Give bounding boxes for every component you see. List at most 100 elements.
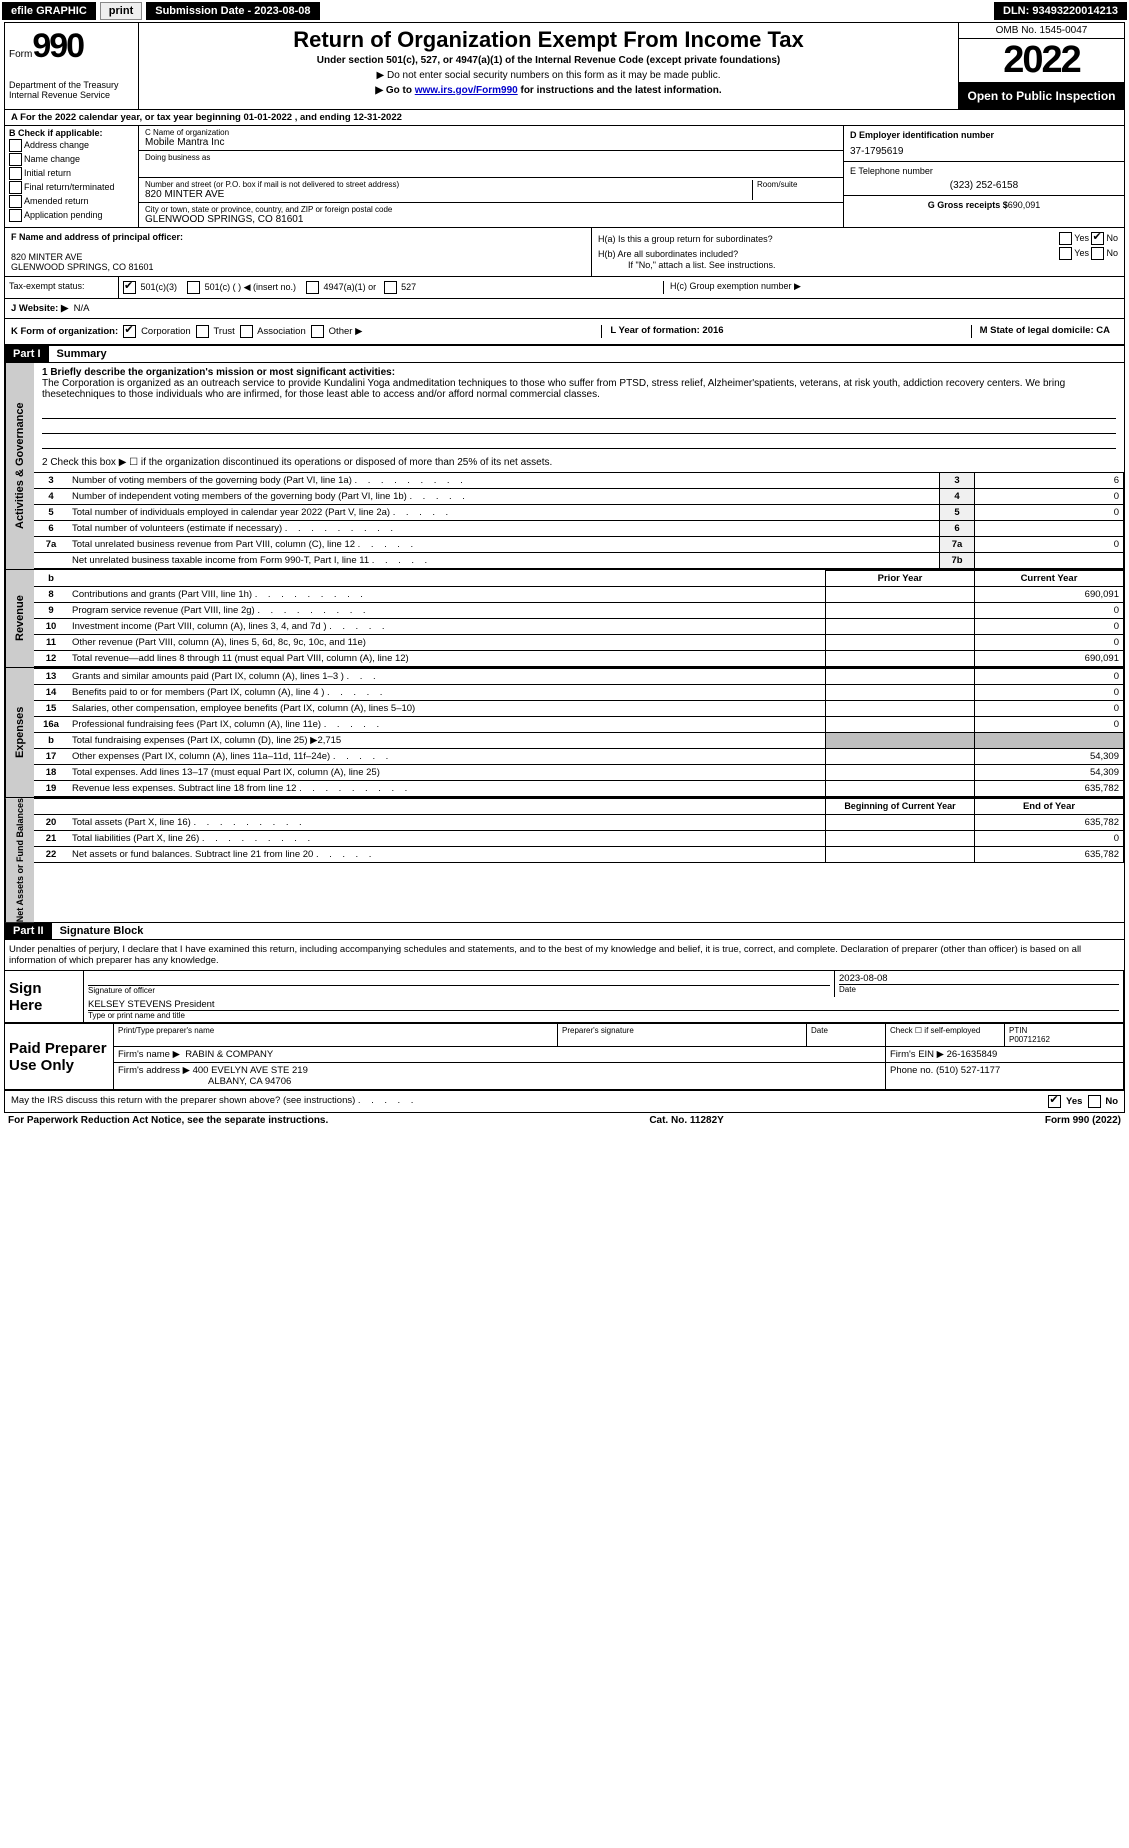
open-public-badge: Open to Public Inspection bbox=[959, 83, 1124, 109]
discuss-yesno: Yes No bbox=[1048, 1095, 1118, 1108]
governance-table: 3Number of voting members of the governi… bbox=[34, 472, 1124, 569]
sig-date-label: Date bbox=[839, 984, 1119, 994]
gross-receipts-value: 690,091 bbox=[1008, 200, 1041, 210]
ein-box: D Employer identification number 37-1795… bbox=[844, 126, 1124, 162]
revenue-section: Revenue bPrior YearCurrent Year 8Contrib… bbox=[5, 569, 1124, 667]
table-row: 10Investment income (Part VIII, column (… bbox=[34, 619, 1124, 635]
form-note-ssn: ▶ Do not enter social security numbers o… bbox=[143, 70, 954, 81]
form-number: 990 bbox=[32, 27, 83, 66]
table-row: 18Total expenses. Add lines 13–17 (must … bbox=[34, 765, 1124, 781]
ein-value: 37-1795619 bbox=[850, 146, 1118, 157]
officer-name-title: KELSEY STEVENS President bbox=[88, 999, 1119, 1010]
expenses-table: 13Grants and similar amounts paid (Part … bbox=[34, 668, 1124, 797]
section-fh: F Name and address of principal officer:… bbox=[5, 228, 1124, 277]
check-other[interactable] bbox=[311, 325, 324, 338]
j-label: J Website: ▶ bbox=[11, 303, 68, 314]
vlabel-governance: Activities & Governance bbox=[5, 363, 34, 569]
b-label: B Check if applicable: bbox=[9, 128, 134, 138]
firm-addr-row: Firm's address ▶ 400 EVELYN AVE STE 219 … bbox=[114, 1063, 886, 1090]
mission-block: 1 Briefly describe the organization's mi… bbox=[34, 363, 1124, 404]
top-toolbar: efile GRAPHIC print Submission Date - 20… bbox=[0, 0, 1129, 22]
tax-status-options: 501(c)(3) 501(c) ( ) ◀ (insert no.) 4947… bbox=[119, 277, 1124, 298]
check-application-pending[interactable]: Application pending bbox=[9, 209, 134, 222]
check-address-change[interactable]: Address change bbox=[9, 139, 134, 152]
netassets-table: Beginning of Current YearEnd of Year 20T… bbox=[34, 798, 1124, 863]
part2-title: Signature Block bbox=[52, 925, 144, 937]
check-527[interactable] bbox=[384, 281, 397, 294]
hb-note: If "No," attach a list. See instructions… bbox=[598, 260, 1118, 270]
check-501c3[interactable] bbox=[123, 281, 136, 294]
print-button[interactable]: print bbox=[100, 2, 142, 20]
g-label: G Gross receipts $ bbox=[928, 200, 1008, 210]
firm-name-row: Firm's name ▶ RABIN & COMPANY bbox=[114, 1047, 886, 1063]
tax-year: 2022 bbox=[959, 39, 1124, 83]
check-column-b: B Check if applicable: Address change Na… bbox=[5, 126, 139, 227]
table-row: 17Other expenses (Part IX, column (A), l… bbox=[34, 749, 1124, 765]
sig-officer-label: Signature of officer bbox=[88, 985, 830, 995]
check-amended-return[interactable]: Amended return bbox=[9, 195, 134, 208]
room-label: Room/suite bbox=[757, 180, 837, 189]
table-row: Net unrelated business taxable income fr… bbox=[34, 553, 1124, 569]
discuss-row: May the IRS discuss this return with the… bbox=[5, 1090, 1124, 1112]
footer-right: Form 990 (2022) bbox=[1045, 1115, 1121, 1126]
prep-date-header: Date bbox=[807, 1024, 886, 1047]
table-row: 12Total revenue—add lines 8 through 11 (… bbox=[34, 651, 1124, 667]
note-pre: ▶ Go to bbox=[375, 85, 414, 96]
form-container: Form 990 Department of the Treasury Inte… bbox=[4, 22, 1125, 1113]
city-box: City or town, state or province, country… bbox=[139, 203, 843, 227]
prep-ptin-header: PTINP00712162 bbox=[1005, 1024, 1124, 1047]
prep-sig-header: Preparer's signature bbox=[558, 1024, 807, 1047]
note-post: for instructions and the latest informat… bbox=[518, 85, 722, 96]
part2-header: Part II bbox=[5, 923, 52, 939]
vlabel-revenue: Revenue bbox=[5, 570, 34, 667]
table-row: 6Total number of volunteers (estimate if… bbox=[34, 521, 1124, 537]
c-label: C Name of organization bbox=[145, 128, 837, 137]
table-row: 11Other revenue (Part VIII, column (A), … bbox=[34, 635, 1124, 651]
blank-line-2 bbox=[42, 419, 1116, 434]
hc-label: H(c) Group exemption number ▶ bbox=[663, 281, 1120, 294]
q2-line: 2 Check this box ▶ ☐ if the organization… bbox=[34, 449, 1124, 472]
check-initial-return[interactable]: Initial return bbox=[9, 167, 134, 180]
part1-title: Summary bbox=[49, 348, 107, 360]
mid-column: C Name of organization Mobile Mantra Inc… bbox=[139, 126, 843, 227]
form-subtitle: Under section 501(c), 527, or 4947(a)(1)… bbox=[143, 55, 954, 66]
vlabel-expenses: Expenses bbox=[5, 668, 34, 797]
irs-label: Internal Revenue Service bbox=[9, 90, 134, 100]
table-row: 15Salaries, other compensation, employee… bbox=[34, 701, 1124, 717]
discuss-text: May the IRS discuss this return with the… bbox=[11, 1095, 355, 1106]
table-row: bTotal fundraising expenses (Part IX, co… bbox=[34, 733, 1124, 749]
firm-ein-row: Firm's EIN ▶ 26-1635849 bbox=[886, 1047, 1124, 1063]
irs-link[interactable]: www.irs.gov/Form990 bbox=[415, 85, 518, 96]
street-label: Number and street (or P.O. box if mail i… bbox=[145, 180, 752, 189]
m-state-domicile: M State of legal domicile: CA bbox=[971, 325, 1118, 338]
page-footer: For Paperwork Reduction Act Notice, see … bbox=[0, 1113, 1129, 1128]
check-name-change[interactable]: Name change bbox=[9, 153, 134, 166]
klm-row: K Form of organization: Corporation Trus… bbox=[5, 319, 1124, 346]
i-label: Tax-exempt status: bbox=[5, 277, 119, 298]
table-row: 22Net assets or fund balances. Subtract … bbox=[34, 847, 1124, 863]
form-header: Form 990 Department of the Treasury Inte… bbox=[5, 23, 1124, 110]
check-4947[interactable] bbox=[306, 281, 319, 294]
hb-label: H(b) Are all subordinates included? bbox=[598, 249, 738, 259]
check-corporation[interactable] bbox=[123, 325, 136, 338]
check-501c[interactable] bbox=[187, 281, 200, 294]
check-association[interactable] bbox=[240, 325, 253, 338]
blank-line-3 bbox=[42, 434, 1116, 449]
table-row: 21Total liabilities (Part X, line 26)0 bbox=[34, 831, 1124, 847]
preparer-table: Paid Preparer Use Only Print/Type prepar… bbox=[5, 1023, 1124, 1090]
street-value: 820 MINTER AVE bbox=[145, 189, 752, 200]
prep-check-header: Check ☐ if self-employed bbox=[886, 1024, 1005, 1047]
group-return-box: H(a) Is this a group return for subordin… bbox=[591, 228, 1124, 276]
check-final-return[interactable]: Final return/terminated bbox=[9, 181, 134, 194]
table-row: 20Total assets (Part X, line 16)635,782 bbox=[34, 815, 1124, 831]
d-label: D Employer identification number bbox=[850, 130, 1118, 140]
check-trust[interactable] bbox=[196, 325, 209, 338]
tax-status-row: Tax-exempt status: 501(c)(3) 501(c) ( ) … bbox=[5, 277, 1124, 299]
part2-bar: Part II Signature Block bbox=[5, 922, 1124, 940]
city-value: GLENWOOD SPRINGS, CO 81601 bbox=[145, 214, 837, 225]
table-row: 7aTotal unrelated business revenue from … bbox=[34, 537, 1124, 553]
principal-officer-box: F Name and address of principal officer:… bbox=[5, 228, 591, 276]
section-bcdeg: B Check if applicable: Address change Na… bbox=[5, 126, 1124, 228]
website-row: J Website: ▶ N/A bbox=[5, 299, 1124, 319]
l-year-formation: L Year of formation: 2016 bbox=[601, 325, 731, 338]
